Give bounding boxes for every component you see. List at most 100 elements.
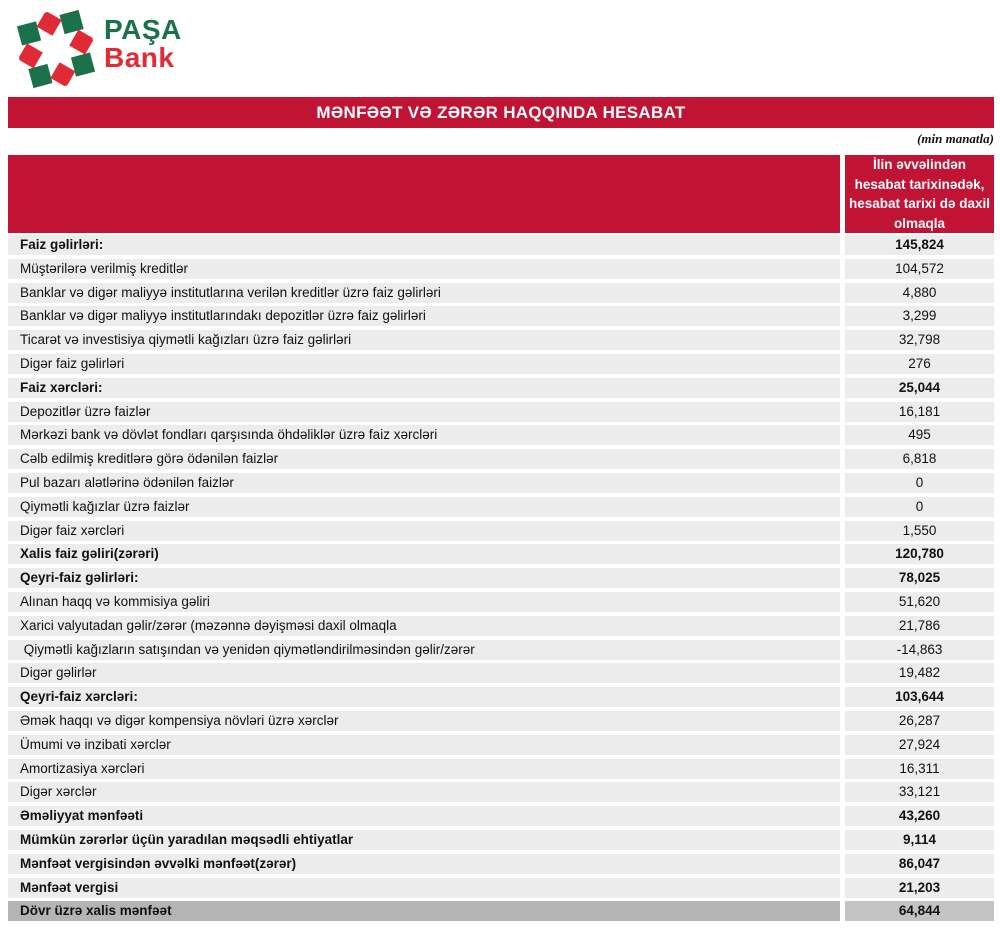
table-row: Qiymətli kağızların satışından və yenidə…	[8, 639, 994, 660]
row-label: Digər xərclər	[8, 782, 840, 803]
report-title: MƏNFƏƏT VƏ ZƏRƏR HAQQINDA HESABAT	[316, 102, 686, 122]
row-value: 26,287	[845, 710, 994, 731]
table-row: Qeyri-faiz xərcləri: 103,644	[8, 687, 994, 708]
row-value: 9,114	[845, 829, 994, 850]
table-row: Qeyri-faiz gəlirləri: 78,025	[8, 568, 994, 589]
row-value: 4,880	[845, 282, 994, 303]
table-row: Alınan haqq və kommisiya gəliri 51,620	[8, 591, 994, 612]
row-label: Qeyri-faiz gəlirləri:	[8, 568, 840, 589]
row-value: 21,203	[845, 877, 994, 898]
row-label: Mərkəzi bank və dövlət fondları qarşısın…	[8, 425, 840, 446]
row-label: Ticarət və investisiya qiymətli kağızlar…	[8, 330, 840, 351]
table-row: Xarici valyutadan gəlir/zərər (məzənnə d…	[8, 615, 994, 636]
table-header-value-cell: İlin əvvəlindən hesabat tarixinədək, hes…	[845, 155, 994, 233]
table-row: Qiymətli kağızlar üzrə faizlər 0	[8, 496, 994, 517]
row-value: 0	[845, 496, 994, 517]
row-label: Pul bazarı alətlərinə ödənilən faizlər	[8, 472, 840, 493]
row-value: 33,121	[845, 782, 994, 803]
row-label: Müştərilərə verilmiş kreditlər	[8, 258, 840, 279]
table-row: Ümumi və inzibati xərclər 27,924	[8, 734, 994, 755]
table-row: Mümkün zərərlər üçün yaradılan məqsədli …	[8, 829, 994, 850]
table-row: Digər faiz gəlirləri 276	[8, 353, 994, 374]
table-body: Faiz gəlirləri: 145,824 Müştərilərə veri…	[8, 235, 994, 922]
table-row: Digər xərclər 33,121	[8, 782, 994, 803]
row-value: 6,818	[845, 449, 994, 470]
table-row: Digər faiz xərcləri 1,550	[8, 520, 994, 541]
row-value: 19,482	[845, 663, 994, 684]
row-value: 16,181	[845, 401, 994, 422]
row-value: 25,044	[845, 377, 994, 398]
row-value: 51,620	[845, 591, 994, 612]
row-label: Amortizasiya xərcləri	[8, 758, 840, 779]
table-row: Mərkəzi bank və dövlət fondları qarşısın…	[8, 425, 994, 446]
row-label: Qiymətli kağızlar üzrə faizlər	[8, 496, 840, 517]
row-value: 103,644	[845, 687, 994, 708]
row-value: 145,824	[845, 235, 994, 255]
wordmark-bank: Bank	[104, 42, 175, 73]
row-label: Mənfəət vergisi	[8, 877, 840, 898]
table-row: Pul bazarı alətlərinə ödənilən faizlər 0	[8, 472, 994, 493]
row-label: Digər faiz gəlirləri	[8, 353, 840, 374]
row-value: 495	[845, 425, 994, 446]
row-value: 78,025	[845, 568, 994, 589]
table-row: Digər gəlirlər 19,482	[8, 663, 994, 684]
table-row: Faiz gəlirləri: 145,824	[8, 235, 994, 255]
table-row: Banklar və digər maliyyə institutlarına …	[8, 282, 994, 303]
table-header-label-cell	[8, 155, 840, 233]
row-label: Digər faiz xərcləri	[8, 520, 840, 541]
wordmark-pasha: PAŞA	[104, 14, 182, 45]
row-label: Xalis faiz gəliri(zərəri)	[8, 544, 840, 565]
table-row: Mənfəət vergisindən əvvəlki mənfəət(zərə…	[8, 853, 994, 874]
row-label: Banklar və digər maliyyə institutlarına …	[8, 282, 840, 303]
pinwheel-green-squares	[16, 9, 96, 89]
table-row: Banklar və digər maliyyə institutlarında…	[8, 306, 994, 327]
profit-loss-table: İlin əvvəlindən hesabat tarixinədək, hes…	[8, 155, 994, 925]
row-label: Qeyri-faiz xərcləri:	[8, 687, 840, 708]
row-value: 276	[845, 353, 994, 374]
row-value: -14,863	[845, 639, 994, 660]
table-row: Əmək haqqı və digər kompensiya növləri ü…	[8, 710, 994, 731]
row-value: 3,299	[845, 306, 994, 327]
report-title-bar: MƏNFƏƏT VƏ ZƏRƏR HAQQINDA HESABAT	[8, 97, 994, 128]
row-label: Xarici valyutadan gəlir/zərər (məzənnə d…	[8, 615, 840, 636]
row-value: 64,844	[845, 901, 994, 922]
row-label: Digər gəlirlər	[8, 663, 840, 684]
row-label: Ümumi və inzibati xərclər	[8, 734, 840, 755]
row-value: 86,047	[845, 853, 994, 874]
row-label: Depozitlər üzrə faizlər	[8, 401, 840, 422]
row-value: 120,780	[845, 544, 994, 565]
table-row: Əməliyyat mənfəəti 43,260	[8, 806, 994, 827]
row-value: 32,798	[845, 330, 994, 351]
row-label: Dövr üzrə xalis mənfəət	[8, 901, 840, 922]
table-row: Faiz xərcləri: 25,044	[8, 377, 994, 398]
table-row: Dövr üzrə xalis mənfəət 64,844	[8, 901, 994, 922]
row-label: Əmək haqqı və digər kompensiya növləri ü…	[8, 710, 840, 731]
table-header-row: İlin əvvəlindən hesabat tarixinədək, hes…	[8, 155, 994, 233]
row-value: 104,572	[845, 258, 994, 279]
row-label: Cəlb edilmiş kreditlərə görə ödənilən fa…	[8, 449, 840, 470]
table-row: Cəlb edilmiş kreditlərə görə ödənilən fa…	[8, 449, 994, 470]
pasha-bank-pinwheel-icon	[16, 9, 96, 89]
table-row: Mənfəət vergisi 21,203	[8, 877, 994, 898]
row-label: Alınan haqq və kommisiya gəliri	[8, 591, 840, 612]
row-value: 16,311	[845, 758, 994, 779]
table-row: Xalis faiz gəliri(zərəri) 120,780	[8, 544, 994, 565]
row-label: Qiymətli kağızların satışından və yenidə…	[8, 639, 840, 660]
row-value: 43,260	[845, 806, 994, 827]
row-value: 1,550	[845, 520, 994, 541]
row-value: 27,924	[845, 734, 994, 755]
row-label: Mümkün zərərlər üçün yaradılan məqsədli …	[8, 829, 840, 850]
row-label: Mənfəət vergisindən əvvəlki mənfəət(zərə…	[8, 853, 840, 874]
row-label: Əməliyyat mənfəəti	[8, 806, 840, 827]
row-label: Faiz xərcləri:	[8, 377, 840, 398]
pinwheel-red-diamonds	[17, 10, 95, 88]
row-label: Banklar və digər maliyyə institutlarında…	[8, 306, 840, 327]
bank-wordmark: PAŞA Bank	[104, 16, 182, 72]
table-row: Müştərilərə verilmiş kreditlər 104,572	[8, 258, 994, 279]
table-row: Ticarət və investisiya qiymətli kağızlar…	[8, 330, 994, 351]
row-label: Faiz gəlirləri:	[8, 235, 840, 255]
row-value: 21,786	[845, 615, 994, 636]
table-row: Amortizasiya xərcləri 16,311	[8, 758, 994, 779]
table-row: Depozitlər üzrə faizlər 16,181	[8, 401, 994, 422]
row-value: 0	[845, 472, 994, 493]
